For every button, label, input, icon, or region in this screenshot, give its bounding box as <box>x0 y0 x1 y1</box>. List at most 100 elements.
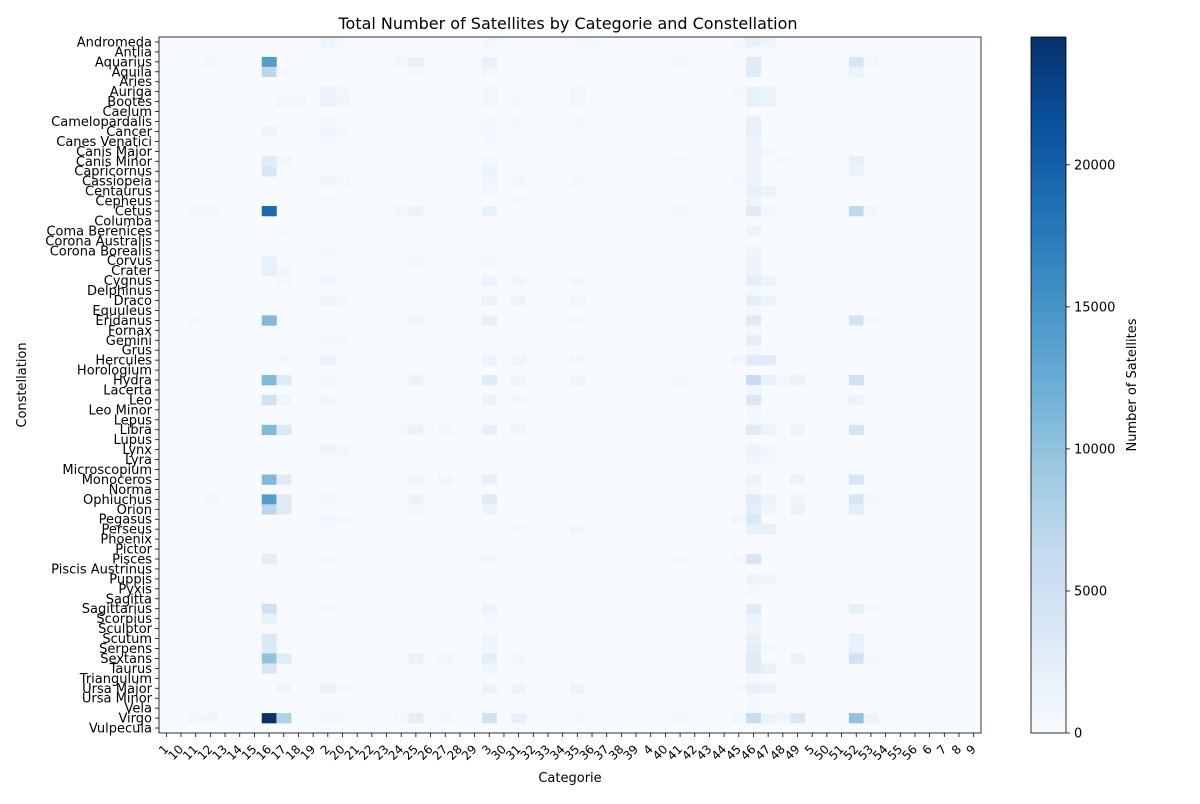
heatmap-cell <box>746 305 762 316</box>
heatmap-cell <box>481 56 497 68</box>
y-tick-label: Hydra <box>113 374 152 389</box>
y-tick-label: Cygnus <box>104 274 153 289</box>
chart-title: Total Number of Satellites by Categorie … <box>337 14 797 33</box>
y-tick-label: Virgo <box>118 712 152 727</box>
heatmap-cell <box>746 66 762 78</box>
heatmap-cell <box>408 375 424 386</box>
heatmap-cell <box>408 653 424 664</box>
heatmap-cell <box>335 37 351 48</box>
heatmap-cell <box>746 633 762 644</box>
heatmap-cell <box>760 86 776 97</box>
heatmap-cell <box>261 474 277 485</box>
heatmap-cell <box>746 653 762 664</box>
y-tick-label: Monoceros <box>82 473 153 488</box>
colorbar-tick-label: 10000 <box>1074 442 1115 457</box>
heatmap-cell <box>408 474 424 485</box>
heatmap-cell <box>335 96 351 107</box>
heatmap-cell <box>437 713 453 724</box>
heatmap-cell <box>511 96 527 107</box>
heatmap-cell <box>261 713 277 724</box>
heatmap-cell <box>570 295 585 306</box>
heatmap-cell <box>570 116 585 127</box>
heatmap-cell <box>746 494 762 505</box>
heatmap-cell <box>335 295 351 306</box>
y-tick-label: Andromeda <box>77 35 152 50</box>
heatmap-cell <box>760 504 776 515</box>
heatmap-cell <box>335 444 351 455</box>
heatmap-cell <box>276 96 292 107</box>
heatmap-cell <box>261 603 277 614</box>
heatmap-cell <box>760 663 776 674</box>
heatmap-cell <box>188 315 204 326</box>
y-tick-label: Corona Borealis <box>50 244 153 259</box>
heatmap-cell <box>746 355 762 366</box>
y-tick-label: Cetus <box>115 205 152 220</box>
heatmap-cell <box>848 375 864 386</box>
heatmap-cell <box>261 663 277 674</box>
heatmap-cell <box>746 345 762 356</box>
heatmap-cell <box>760 37 776 48</box>
heatmap-cell <box>437 653 453 664</box>
x-axis-label: Categorie <box>538 771 601 786</box>
heatmap-cell <box>261 66 277 78</box>
heatmap-cell <box>848 206 864 217</box>
heatmap-cell <box>746 275 762 286</box>
y-tick-label: Draco <box>114 294 152 309</box>
heatmap-cell <box>481 126 497 137</box>
heatmap-cell <box>320 603 336 614</box>
y-tick-label: Lupus <box>113 433 152 448</box>
heatmap-cell <box>320 375 336 386</box>
heatmap-cell <box>746 504 762 515</box>
heatmap-cell <box>481 176 497 187</box>
heatmap-cell <box>320 275 336 286</box>
heatmap-cell <box>570 355 585 366</box>
heatmap-cell <box>746 325 762 336</box>
y-tick-label: Leo <box>129 393 152 408</box>
heatmap-cell <box>261 494 277 505</box>
heatmap-cell <box>320 394 336 406</box>
heatmap-cell <box>481 136 497 147</box>
heatmap-cell <box>203 56 219 68</box>
heatmap-cell <box>570 176 585 187</box>
heatmap-cell <box>481 156 497 167</box>
heatmap-cell <box>203 206 219 217</box>
heatmap-cell <box>570 86 585 97</box>
heatmap-cell <box>481 166 497 177</box>
heatmap-cell <box>261 394 277 406</box>
heatmap-cell <box>261 166 277 177</box>
y-tick-label: Eridanus <box>95 314 152 329</box>
heatmap-cell <box>335 86 351 97</box>
heatmap-cell <box>276 355 292 366</box>
y-tick-label: Delphinus <box>87 284 152 299</box>
heatmap-cell <box>511 683 527 694</box>
heatmap-cell <box>481 375 497 386</box>
x-tick-label: 19 <box>298 742 319 763</box>
heatmap-cell <box>746 703 762 714</box>
heatmap-cell <box>261 554 277 565</box>
heatmap-cell <box>760 573 776 585</box>
heatmap-cell <box>291 96 307 107</box>
heatmap-cell <box>570 96 585 107</box>
y-tick-label: Pegasus <box>99 513 153 528</box>
heatmap-cell <box>320 196 336 207</box>
heatmap-cell <box>731 176 747 187</box>
heatmap-cell <box>276 713 292 724</box>
heatmap-cell <box>261 315 277 326</box>
y-tick-label: Bootes <box>107 95 152 110</box>
heatmap-cell <box>320 126 336 137</box>
heatmap-cell <box>848 494 864 505</box>
heatmap-cell <box>437 474 453 485</box>
heatmap-cell <box>276 66 292 78</box>
heatmap-cell <box>320 444 336 455</box>
heatmap-cell <box>511 116 527 127</box>
heatmap-cell <box>775 156 791 167</box>
heatmap-cell <box>408 494 424 505</box>
heatmap-cell <box>848 156 864 167</box>
y-tick-label: Ursa Minor <box>82 692 153 707</box>
heatmap-cell <box>746 583 762 595</box>
heatmap-cell <box>335 126 351 137</box>
heatmap-cell <box>863 56 879 68</box>
y-tick-label: Vulpecula <box>89 722 152 737</box>
